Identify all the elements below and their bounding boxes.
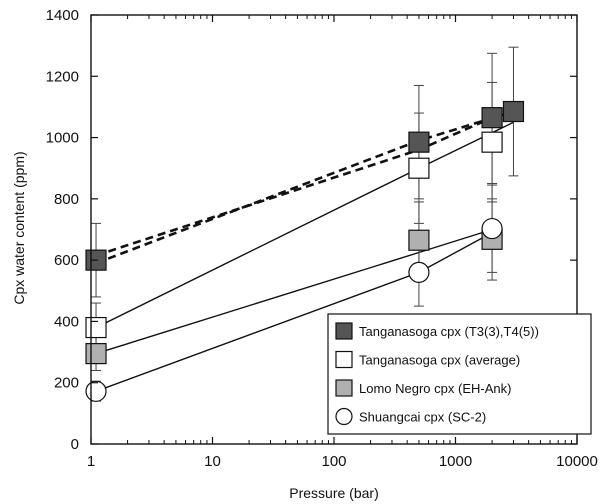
x-tick-label: 100: [321, 453, 346, 470]
plot-layer: [85, 46, 525, 402]
y-tick-label: 1400: [46, 7, 79, 24]
y-tick-label: 600: [54, 252, 79, 269]
legend-marker: [335, 350, 353, 369]
series-line: [95, 121, 514, 329]
legend-label: Tanganasoga cpx (average): [359, 353, 520, 368]
x-tick-label: 10: [204, 453, 221, 470]
data-point: [408, 131, 430, 153]
legend-label: Lomo Negro cpx (EH-Ank): [359, 381, 511, 396]
legend-marker: [335, 379, 353, 397]
series-line: [95, 116, 493, 257]
data-point: [85, 380, 107, 402]
data-point: [85, 316, 107, 339]
x-axis-title: Pressure (bar): [289, 485, 378, 501]
y-tick-label: 200: [54, 375, 79, 392]
y-tick-label: 400: [54, 313, 79, 330]
data-point: [85, 343, 107, 365]
y-tick-label: 1000: [46, 130, 79, 147]
data-point: [408, 229, 430, 251]
y-tick-label: 0: [71, 436, 79, 453]
x-tick-label: 10000: [556, 453, 598, 470]
legend-label: Shuangcai cpx (SC-2): [359, 410, 486, 425]
legend: Tanganasoga cpx (T3(3),T4(5)) Tanganasoga…: [327, 313, 592, 435]
data-point: [481, 131, 503, 153]
data-point: [481, 217, 503, 240]
series-line: [95, 110, 514, 265]
data-point: [502, 100, 525, 123]
data-point: [481, 107, 503, 129]
x-tick-label: 1: [87, 453, 95, 470]
legend-marker: [335, 322, 353, 340]
legend-marker: [335, 407, 353, 426]
data-point: [408, 261, 430, 283]
legend-box: [327, 313, 592, 435]
data-point: [408, 157, 430, 179]
y-tick-label: 800: [54, 191, 79, 208]
y-tick-label: 1200: [46, 68, 79, 85]
y-axis-title: Cpx water content (ppm): [11, 151, 27, 304]
x-tick-label: 1000: [439, 453, 472, 470]
legend-label: Tanganasoga cpx (T3(3),T4(5)): [359, 324, 539, 339]
axis-layer: 1 10 100 1000 10000 0 200 400 600 800 1000 1200 1400: [46, 7, 598, 470]
